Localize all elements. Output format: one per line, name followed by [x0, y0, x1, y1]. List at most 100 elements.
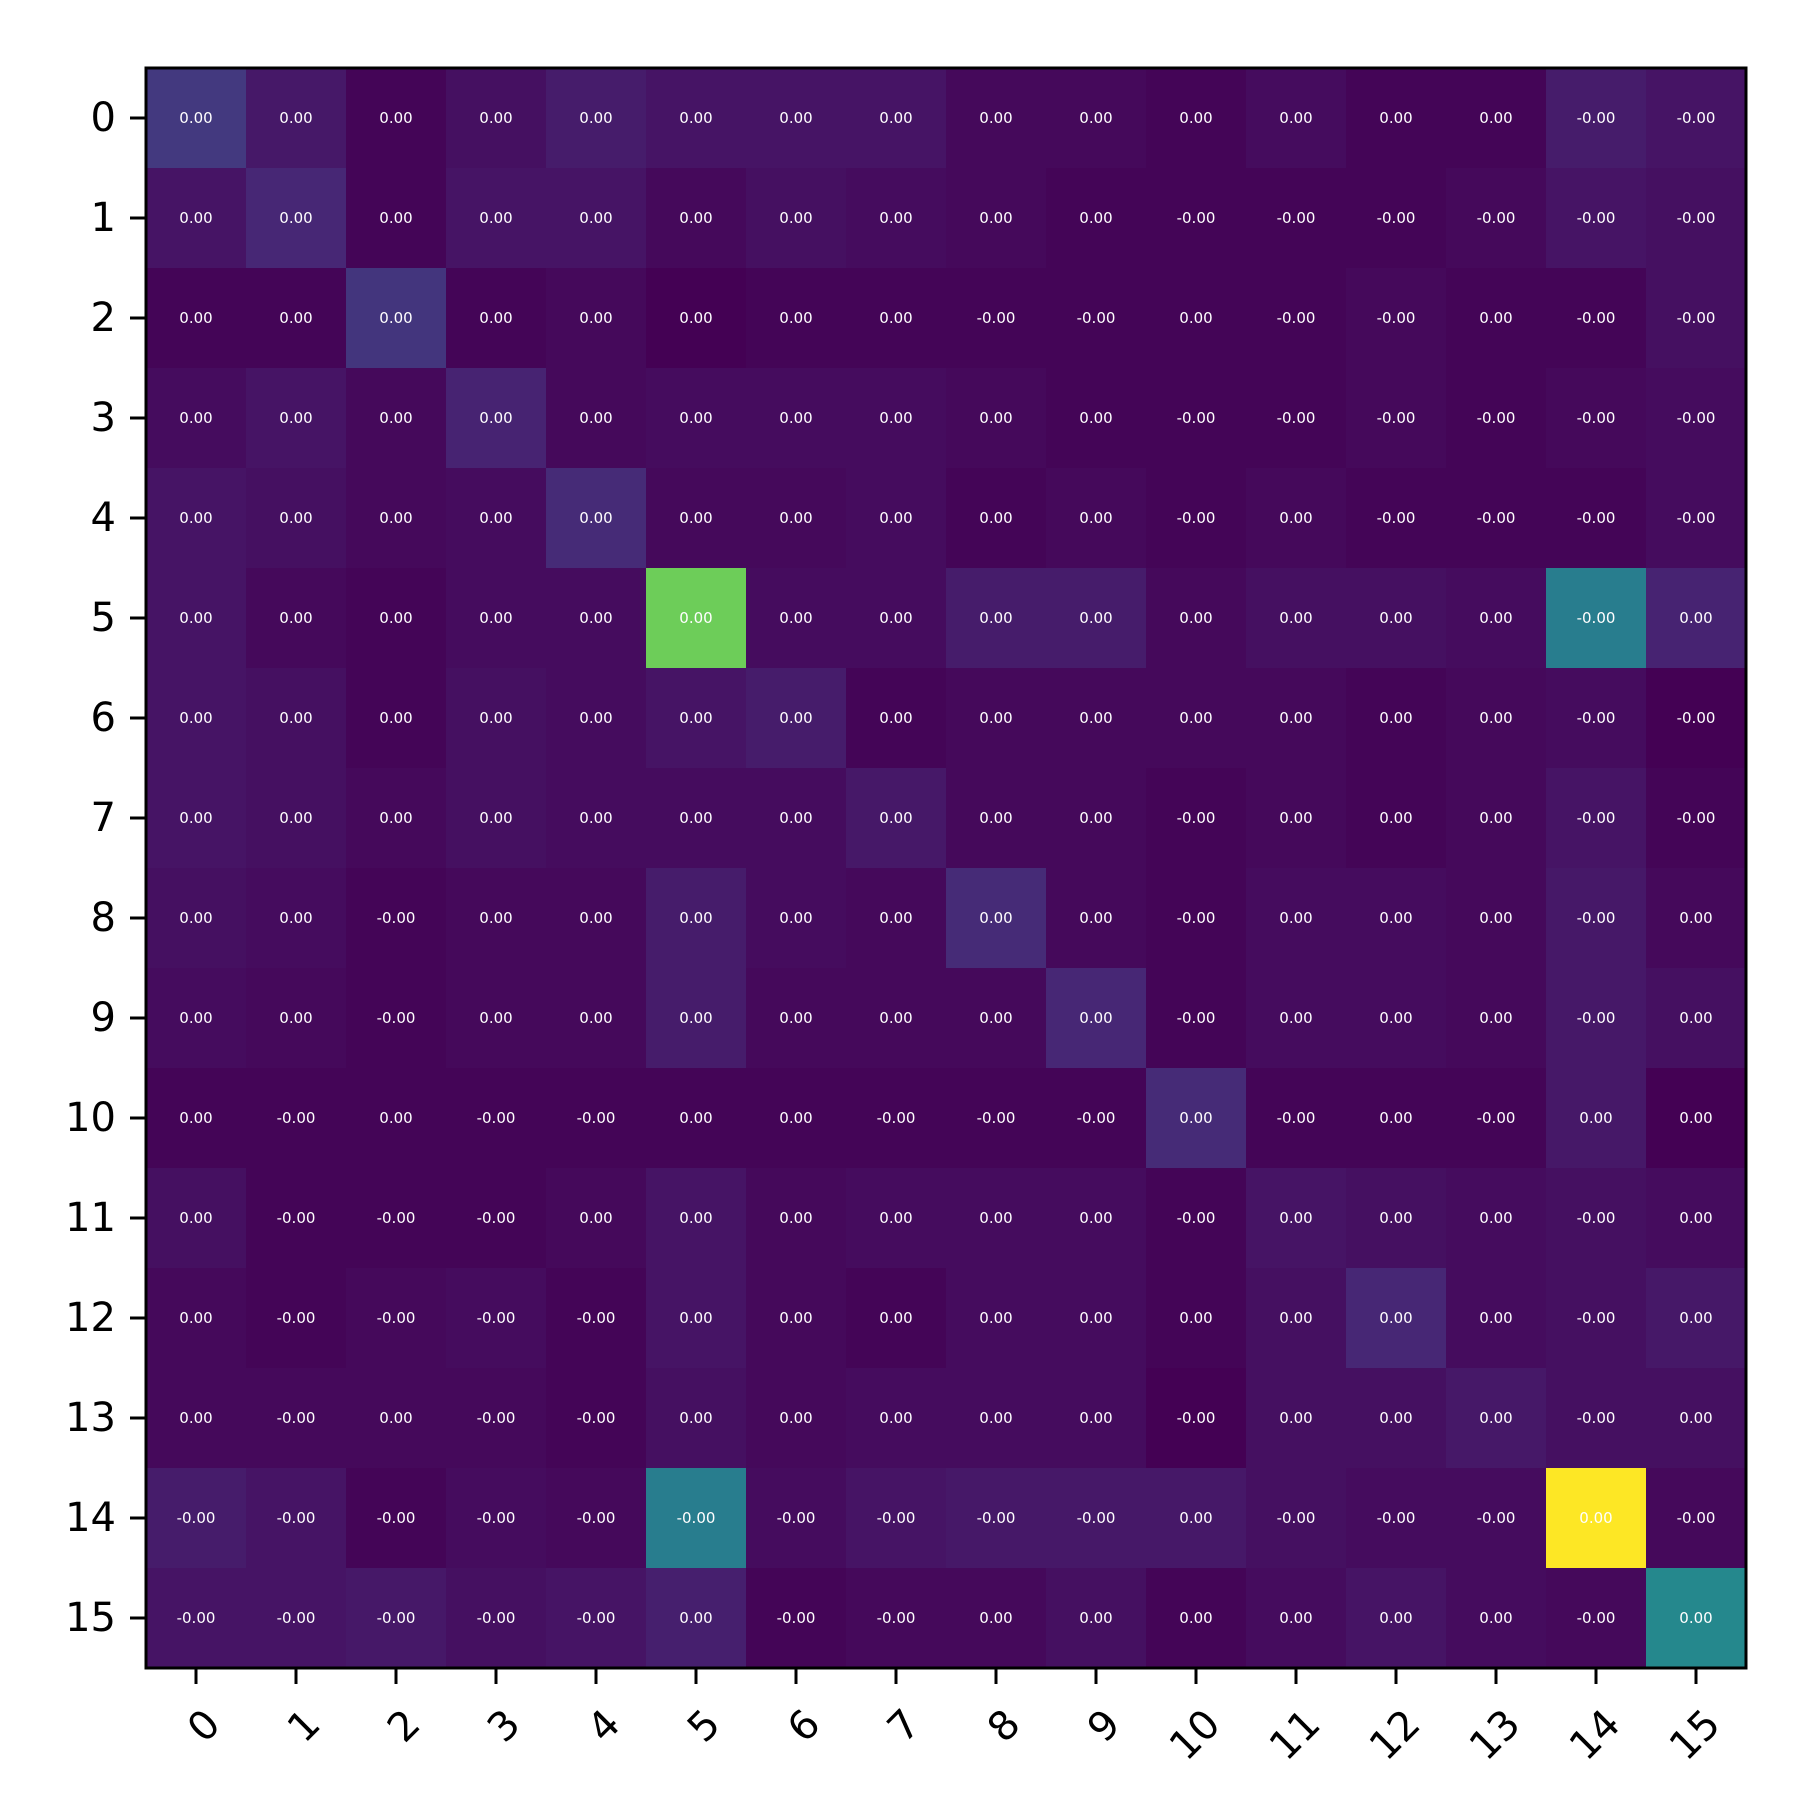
heatmap-cell-r14-c5 — [646, 1468, 747, 1569]
cell-value-label-r10-c1: -0.00 — [277, 1109, 316, 1127]
heatmap-cell-r6-c4 — [546, 668, 647, 769]
heatmap-cell-r12-c6 — [746, 1268, 847, 1369]
cell-value-label-r8-c1: 0.00 — [279, 909, 312, 927]
cell-value-label-r8-c14: -0.00 — [1577, 909, 1616, 927]
heatmap-cell-r10-c3 — [446, 1068, 547, 1169]
heatmap-cell-r11-c11 — [1246, 1168, 1347, 1269]
cell-value-label-r0-c7: 0.00 — [879, 109, 912, 127]
cell-value-label-r9-c7: 0.00 — [879, 1009, 912, 1027]
cell-value-label-r0-c10: 0.00 — [1179, 109, 1212, 127]
cell-value-label-r14-c14: 0.00 — [1579, 1509, 1612, 1527]
cell-value-label-r0-c13: 0.00 — [1479, 109, 1512, 127]
heatmap-cell-r11-c9 — [1046, 1168, 1147, 1269]
cell-value-label-r10-c6: 0.00 — [779, 1109, 812, 1127]
cell-value-label-r3-c14: -0.00 — [1577, 409, 1616, 427]
cell-value-label-r11-c0: 0.00 — [179, 1209, 212, 1227]
heatmap-cell-r9-c13 — [1446, 968, 1547, 1069]
cell-value-label-r6-c5: 0.00 — [679, 709, 712, 727]
heatmap-cell-r10-c11 — [1246, 1068, 1347, 1169]
heatmap-cell-r15-c0 — [146, 1568, 247, 1669]
cell-value-label-r7-c3: 0.00 — [479, 809, 512, 827]
cell-value-label-r4-c5: 0.00 — [679, 509, 712, 527]
heatmap-cell-r13-c3 — [446, 1368, 547, 1469]
cell-value-label-r14-c11: -0.00 — [1277, 1509, 1316, 1527]
cell-value-label-r5-c6: 0.00 — [779, 609, 812, 627]
cell-value-label-r12-c0: 0.00 — [179, 1309, 212, 1327]
cell-value-label-r7-c13: 0.00 — [1479, 809, 1512, 827]
heatmap-cell-r7-c9 — [1046, 768, 1147, 869]
cell-value-label-r3-c4: 0.00 — [579, 409, 612, 427]
heatmap-cell-r12-c3 — [446, 1268, 547, 1369]
cell-value-label-r11-c6: 0.00 — [779, 1209, 812, 1227]
cell-value-label-r8-c7: 0.00 — [879, 909, 912, 927]
cell-value-label-r7-c11: 0.00 — [1279, 809, 1312, 827]
heatmap-cell-r6-c15 — [1646, 668, 1747, 769]
cell-value-label-r9-c15: 0.00 — [1679, 1009, 1712, 1027]
cell-value-label-r6-c6: 0.00 — [779, 709, 812, 727]
heatmap-cell-r6-c3 — [446, 668, 547, 769]
cell-value-label-r13-c8: 0.00 — [979, 1409, 1012, 1427]
heatmap-cell-r9-c6 — [746, 968, 847, 1069]
cell-value-label-r5-c15: 0.00 — [1679, 609, 1712, 627]
heatmap-cell-r4-c5 — [646, 468, 747, 569]
cell-value-label-r13-c12: 0.00 — [1379, 1409, 1412, 1427]
heatmap-cell-r2-c11 — [1246, 268, 1347, 369]
heatmap-cell-r4-c7 — [846, 468, 947, 569]
heatmap-cell-r10-c12 — [1346, 1068, 1447, 1169]
cell-value-label-r8-c3: 0.00 — [479, 909, 512, 927]
heatmap-cell-r9-c10 — [1146, 968, 1247, 1069]
heatmap-cell-r8-c9 — [1046, 868, 1147, 969]
cell-value-label-r2-c10: 0.00 — [1179, 309, 1212, 327]
cell-value-label-r12-c2: -0.00 — [377, 1309, 416, 1327]
cell-value-label-r3-c1: 0.00 — [279, 409, 312, 427]
cell-value-label-r3-c6: 0.00 — [779, 409, 812, 427]
cell-value-label-r7-c10: -0.00 — [1177, 809, 1216, 827]
heatmap-cell-r4-c14 — [1546, 468, 1647, 569]
cell-value-label-r11-c7: 0.00 — [879, 1209, 912, 1227]
cell-value-label-r11-c15: 0.00 — [1679, 1209, 1712, 1227]
heatmap-cell-r14-c8 — [946, 1468, 1047, 1569]
heatmap-cell-r7-c6 — [746, 768, 847, 869]
cell-value-label-r11-c1: -0.00 — [277, 1209, 316, 1227]
heatmap-cell-r4-c15 — [1646, 468, 1747, 569]
heatmap-cell-r0-c13 — [1446, 68, 1547, 169]
cell-value-label-r12-c1: -0.00 — [277, 1309, 316, 1327]
cell-value-label-r14-c4: -0.00 — [577, 1509, 616, 1527]
heatmap-cell-r5-c12 — [1346, 568, 1447, 669]
heatmap-cell-r8-c6 — [746, 868, 847, 969]
heatmap-cell-r2-c12 — [1346, 268, 1447, 369]
heatmap-cell-r7-c0 — [146, 768, 247, 869]
heatmap-cell-r7-c11 — [1246, 768, 1347, 869]
heatmap-cell-r2-c1 — [246, 268, 347, 369]
heatmap-cell-r9-c15 — [1646, 968, 1747, 1069]
heatmap-cell-r4-c10 — [1146, 468, 1247, 569]
cell-value-label-r2-c15: -0.00 — [1677, 309, 1716, 327]
cell-value-label-r1-c4: 0.00 — [579, 209, 612, 227]
heatmap-cell-r13-c14 — [1546, 1368, 1647, 1469]
heatmap-cell-r9-c0 — [146, 968, 247, 1069]
cell-value-label-r3-c8: 0.00 — [979, 409, 1012, 427]
heatmap-cell-r11-c6 — [746, 1168, 847, 1269]
cell-value-label-r12-c6: 0.00 — [779, 1309, 812, 1327]
heatmap-cell-r4-c12 — [1346, 468, 1447, 569]
cell-value-label-r12-c8: 0.00 — [979, 1309, 1012, 1327]
cell-value-label-r8-c4: 0.00 — [579, 909, 612, 927]
cell-value-label-r8-c12: 0.00 — [1379, 909, 1412, 927]
heatmap-cell-r15-c11 — [1246, 1568, 1347, 1669]
cell-value-label-r15-c7: -0.00 — [877, 1609, 916, 1627]
heatmap-cell-r14-c0 — [146, 1468, 247, 1569]
cell-value-label-r8-c8: 0.00 — [979, 909, 1012, 927]
y-tick-label-2: 2 — [91, 295, 116, 341]
cell-value-label-r12-c4: -0.00 — [577, 1309, 616, 1327]
heatmap-cell-r8-c5 — [646, 868, 747, 969]
cell-value-label-r4-c13: -0.00 — [1477, 509, 1516, 527]
cell-value-label-r10-c10: 0.00 — [1179, 1109, 1212, 1127]
y-tick-label-0: 0 — [91, 95, 116, 141]
cell-value-label-r4-c1: 0.00 — [279, 509, 312, 527]
cell-value-label-r14-c9: -0.00 — [1077, 1509, 1116, 1527]
cell-value-label-r1-c14: -0.00 — [1577, 209, 1616, 227]
heatmap-cell-r3-c10 — [1146, 368, 1247, 469]
cell-value-label-r15-c14: -0.00 — [1577, 1609, 1616, 1627]
y-tick-label-6: 6 — [91, 695, 116, 741]
